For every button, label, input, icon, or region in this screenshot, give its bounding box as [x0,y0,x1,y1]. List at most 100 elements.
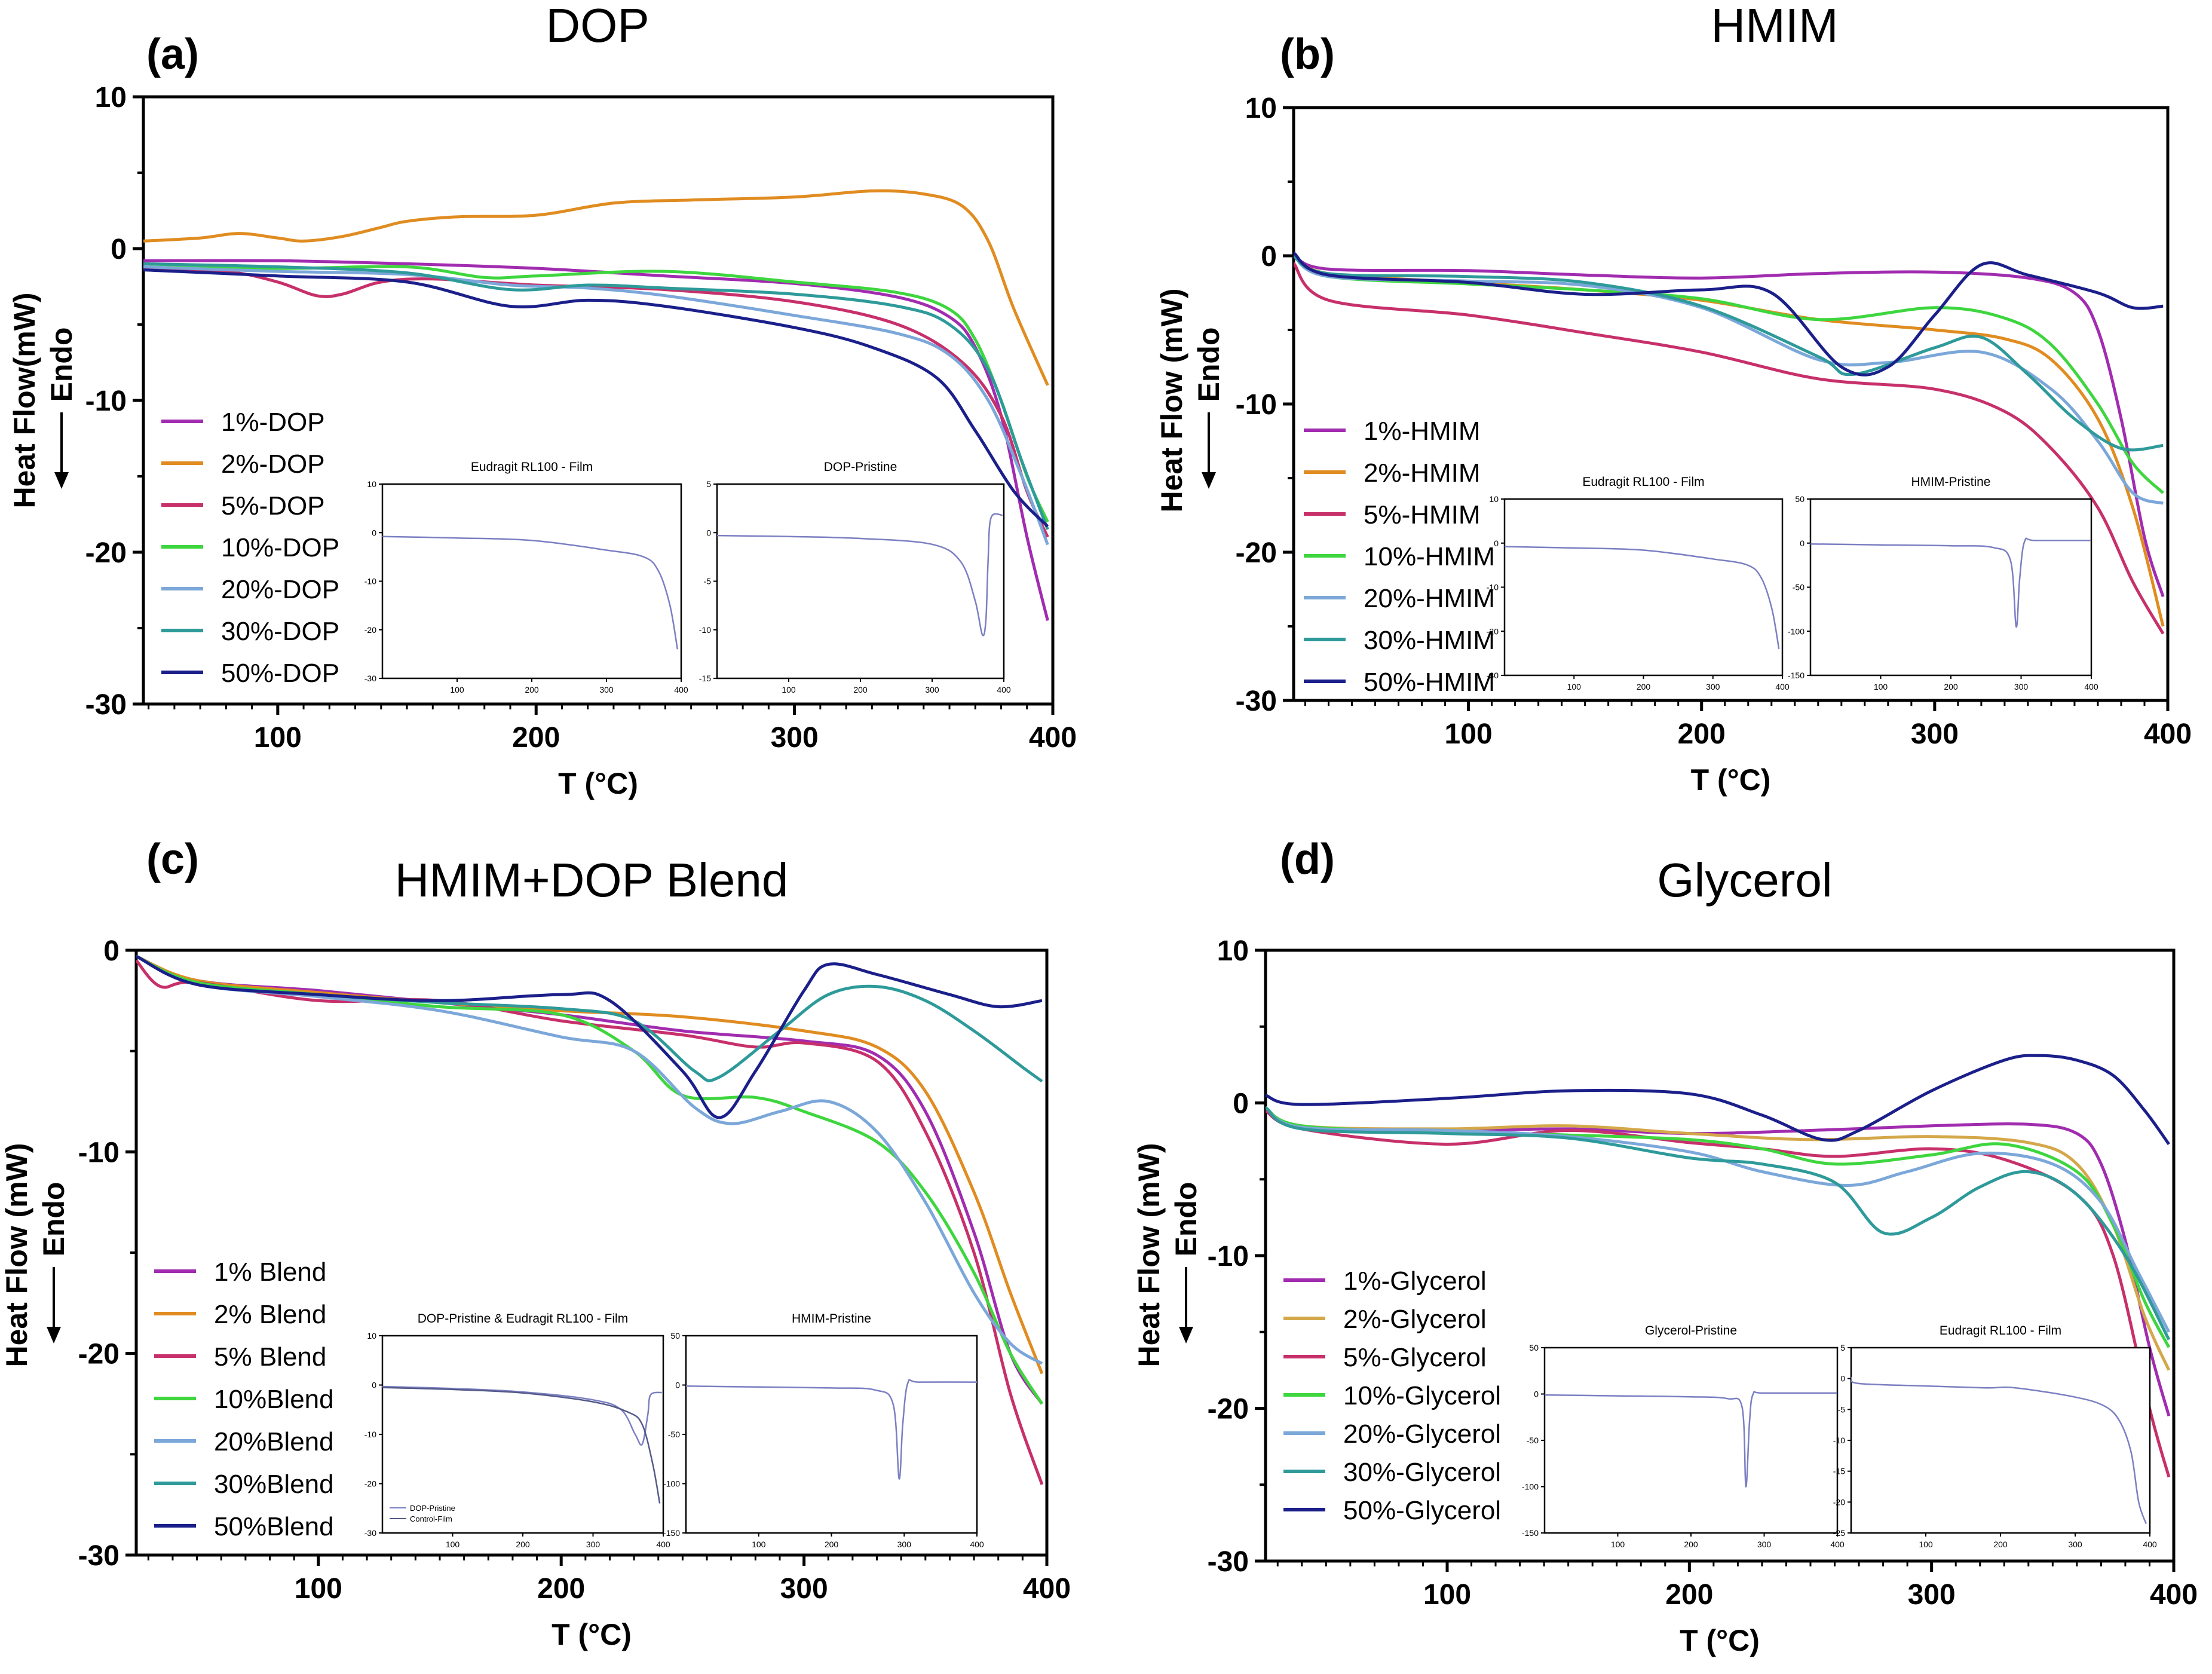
series-line-0 [1294,254,2165,598]
endo-arrow-icon [54,472,69,489]
inset-x-tick-label: 400 [656,1540,670,1549]
legend-label: 2% Blend [214,1300,326,1329]
legend-label: 2%-Glycerol [1343,1305,1487,1334]
inset-line [686,1379,977,1480]
inset-title: Eudragit RL100 - Film [471,460,593,474]
inset-y-tick-label: -100 [1522,1482,1539,1492]
inset-y-tick-label: 0 [372,1381,376,1390]
inset-line-2 [382,1387,661,1504]
inset-y-tick-label: -10 [1833,1436,1845,1445]
inset-frame [1503,498,1784,677]
y-tick-label: -20 [1208,1394,1249,1425]
y-tick-label: -20 [1236,537,1277,569]
y-tick-label: 0 [103,935,120,967]
x-tick-label: 100 [254,722,302,754]
inset-title: Eudragit RL100 - Film [1582,475,1704,489]
y-tick-label: 10 [1245,93,1277,124]
inset-title: DOP-Pristine & Eudragit RL100 - Film [418,1312,628,1326]
inset-legend-label: Control-Film [410,1514,452,1523]
legend-label: 10%-DOP [221,533,339,562]
inset-x-tick-label: 200 [853,685,868,694]
endo-label: Endo [1192,328,1226,402]
y-tick-label: -30 [85,689,127,721]
series-line-1 [136,954,1044,1375]
inset-y-tick-label: -150 [663,1528,680,1538]
chart-title: Glycerol [1657,853,1832,907]
y-tick-label: 0 [111,234,127,265]
inset-chart: HMIM-Pristine 50 0 -50 -100 -150 100 200 300 400 [663,1312,984,1549]
series-line-2 [1294,262,2165,635]
legend-label: 5%-HMIM [1364,500,1481,530]
inset-x-tick-label: 300 [599,685,614,694]
series-line-2 [1266,1109,2171,1478]
inset-x-tick-label: 300 [925,685,939,694]
panel-label: (b) [1280,30,1335,78]
inset-y-tick-label: 0 [1534,1390,1539,1399]
inset-x-tick-label: 100 [752,1540,766,1549]
y-axis-label: Heat Flow (mW) [1155,289,1188,513]
inset-x-tick-label: 300 [586,1540,601,1549]
inset-y-tick-label: -30 [364,674,376,683]
inset-line [1851,1376,2147,1524]
series-line-3 [1294,254,2164,494]
inset-chart: DOP-Pristine 5 0 -5 -10 -15 100 200 300 400 [699,460,1011,694]
series-line-5 [1266,1106,2171,1341]
legend-label: 20%-HMIM [1364,584,1495,613]
inset-y-tick-label: 0 [372,528,376,537]
legend-label: 50%-DOP [221,659,339,688]
legend-label: 20%-DOP [221,575,339,604]
inset-y-tick-label: -30 [364,1528,376,1538]
inset-y-tick-label: 10 [367,1331,376,1341]
endo-label: Endo [45,328,78,402]
chart-title: DOP [546,0,649,52]
legend-label: 50%-Glycerol [1343,1496,1501,1525]
inset-x-tick-label: 400 [2143,1540,2157,1549]
x-tick-label: 400 [2144,718,2192,750]
inset-y-tick-label: -20 [1833,1497,1845,1507]
inset-x-tick-label: 100 [450,685,464,694]
x-tick-label: 300 [1911,718,1959,750]
inset-y-tick-label: -50 [1793,583,1804,592]
endo-arrow-icon [1179,1327,1193,1344]
series-line-2 [136,959,1044,1485]
inset-x-tick-label: 400 [2084,682,2098,691]
endo-arrow-icon [1202,472,1216,489]
x-axis-label: T (°C) [558,767,638,800]
inset-y-tick-label: 50 [1529,1343,1539,1352]
inset-y-tick-label: 50 [670,1331,680,1341]
x-tick-label: 300 [1908,1579,1956,1611]
inset-y-tick-label: -25 [1833,1528,1845,1538]
inset-x-tick-label: 100 [1611,1540,1625,1549]
legend-label: 1%-HMIM [1364,417,1481,446]
x-tick-label: 400 [1023,1573,1071,1605]
inset-x-tick-label: 200 [525,685,539,694]
legend-label: 50%-HMIM [1364,668,1495,697]
inset-y-tick-label: -10 [364,577,376,586]
legend-label: 50%Blend [214,1512,334,1541]
legend-label: 5% Blend [214,1342,326,1372]
x-tick-label: 200 [512,722,560,754]
x-tick-label: 400 [1029,722,1077,754]
inset-line [382,535,679,650]
legend-label: 10%-HMIM [1364,542,1495,571]
x-tick-label: 300 [780,1573,828,1605]
inset-y-tick-label: 5 [1840,1343,1845,1352]
y-tick-label: 10 [95,82,127,114]
x-tick-label: 100 [1445,718,1493,750]
inset-y-tick-label: -20 [364,625,376,635]
inset-y-tick-label: -150 [1522,1528,1539,1538]
series-line-5 [1294,254,2164,452]
inset-x-tick-label: 100 [1567,682,1582,691]
inset-frame [716,483,1005,680]
inset-frame [381,1335,664,1534]
inset-y-tick-label: -30 [1487,671,1499,680]
panel-label: (c) [146,836,199,883]
legend-label: 30%-DOP [221,617,339,646]
inset-y-tick-label: -50 [1527,1436,1539,1445]
y-axis-label: Heat Flow(mW) [8,292,41,508]
legend-label: 2%-DOP [221,449,325,479]
